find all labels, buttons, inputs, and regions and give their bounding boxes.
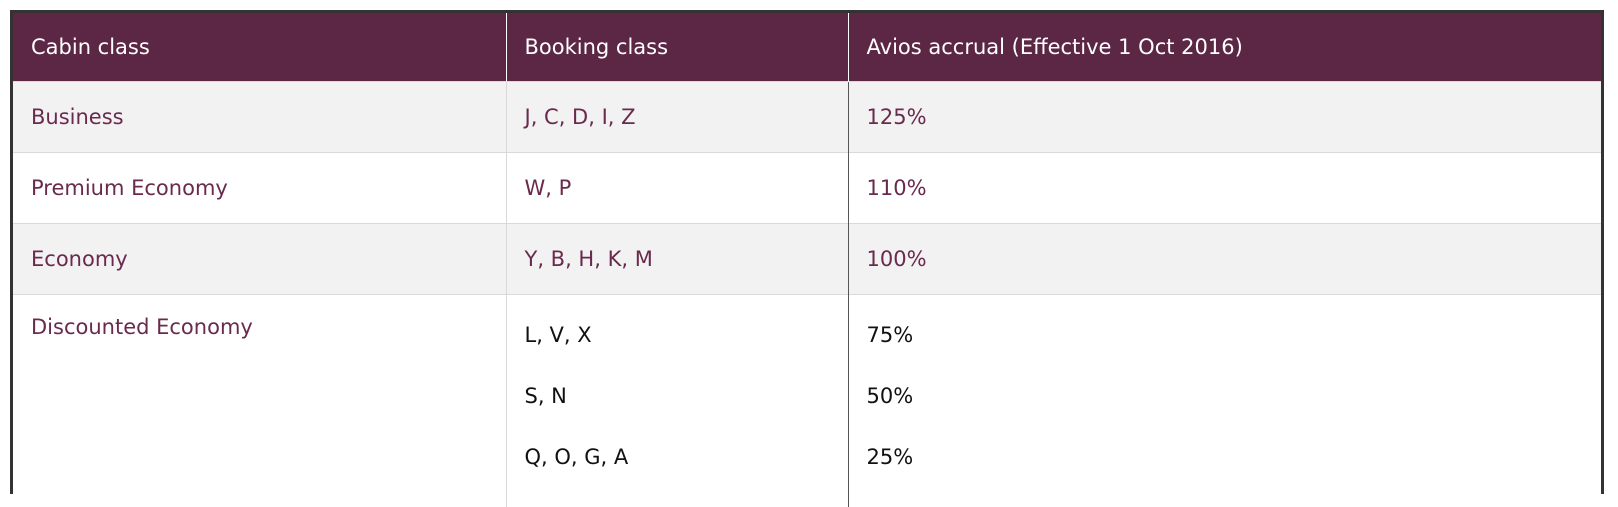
table-row: Economy Y, B, H, K, M 100%: [13, 224, 1601, 295]
accrual-cell: 100%: [848, 224, 1601, 295]
booking-class-subrow: Q, O, G, A: [525, 427, 848, 488]
booking-class-subrow: S, N: [525, 366, 848, 427]
accrual-cell: 125%: [848, 82, 1601, 153]
avios-accrual-table: Cabin class Booking class Avios accrual …: [13, 13, 1601, 507]
booking-class-cell: J, C, D, I, Z: [506, 82, 848, 153]
avios-accrual-table-frame: Cabin class Booking class Avios accrual …: [10, 10, 1604, 494]
table-body: Business J, C, D, I, Z 125% Premium Econ…: [13, 82, 1601, 507]
header-cabin-class: Cabin class: [13, 13, 506, 82]
cabin-class-cell: Economy: [13, 224, 506, 295]
table-row: Discounted Economy L, V, X S, N Q, O, G,…: [13, 295, 1601, 507]
accrual-cell: 110%: [848, 153, 1601, 224]
header-row: Cabin class Booking class Avios accrual …: [13, 13, 1601, 82]
table-row: Premium Economy W, P 110%: [13, 153, 1601, 224]
accrual-cell: 75% 50% 25%: [848, 295, 1601, 507]
booking-class-cell: Y, B, H, K, M: [506, 224, 848, 295]
header-avios-accrual: Avios accrual (Effective 1 Oct 2016): [848, 13, 1601, 82]
booking-class-cell: L, V, X S, N Q, O, G, A: [506, 295, 848, 507]
cabin-class-cell: Business: [13, 82, 506, 153]
table-header: Cabin class Booking class Avios accrual …: [13, 13, 1601, 82]
booking-class-cell: W, P: [506, 153, 848, 224]
cabin-class-cell: Discounted Economy: [13, 295, 506, 507]
booking-class-subrow: L, V, X: [525, 305, 848, 366]
accrual-subrow: 25%: [867, 427, 1602, 488]
header-booking-class: Booking class: [506, 13, 848, 82]
booking-class-list: L, V, X S, N Q, O, G, A: [525, 295, 848, 488]
table-row: Business J, C, D, I, Z 125%: [13, 82, 1601, 153]
accrual-subrow: 50%: [867, 366, 1602, 427]
cabin-class-cell: Premium Economy: [13, 153, 506, 224]
accrual-subrow: 75%: [867, 305, 1602, 366]
accrual-list: 75% 50% 25%: [867, 295, 1602, 488]
